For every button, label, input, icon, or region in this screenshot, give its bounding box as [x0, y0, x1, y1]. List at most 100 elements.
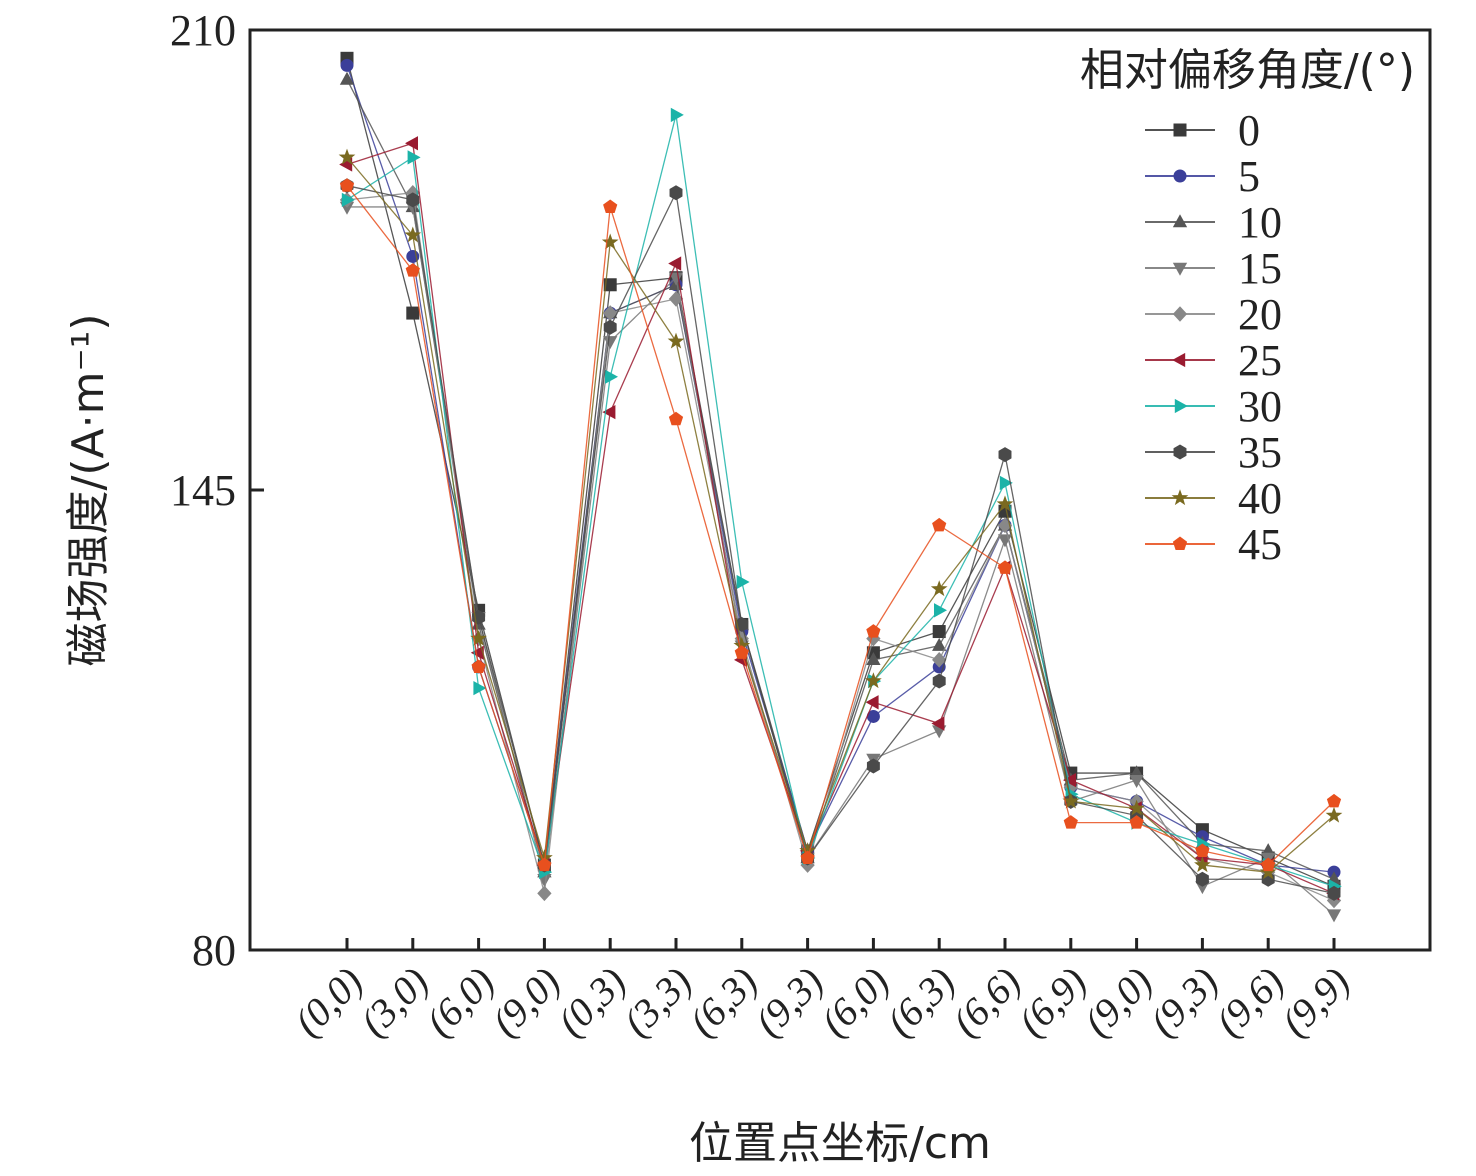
data-point — [1325, 806, 1343, 823]
data-point — [603, 278, 617, 292]
legend-item-30: 30 — [1145, 382, 1282, 431]
data-point — [1062, 792, 1080, 809]
legend-item-25: 25 — [1145, 336, 1282, 385]
data-point — [734, 645, 749, 659]
data-point — [1063, 815, 1078, 829]
data-point — [932, 652, 947, 668]
series-line — [346, 79, 1335, 880]
data-point — [668, 291, 684, 307]
data-point — [406, 306, 420, 320]
x-tick-label: (6,6) — [943, 959, 1029, 1045]
data-point — [668, 411, 684, 426]
data-point — [1129, 774, 1144, 788]
data-point — [1326, 909, 1342, 923]
data-point — [865, 672, 882, 689]
data-point — [339, 71, 355, 85]
legend-label: 35 — [1238, 428, 1282, 477]
legend-item-20: 20 — [1145, 290, 1282, 339]
x-tick-label: (9,3) — [746, 959, 832, 1045]
data-point — [405, 263, 420, 277]
legend-item-15: 15 — [1145, 244, 1282, 293]
x-tick-label: (6,3) — [878, 959, 964, 1045]
data-point — [932, 625, 946, 639]
data-point — [470, 629, 487, 646]
data-point — [668, 272, 684, 286]
data-point — [1327, 885, 1341, 901]
data-point — [931, 716, 945, 731]
data-point — [536, 849, 553, 866]
series-45 — [339, 178, 1342, 872]
series-layer — [338, 51, 1343, 923]
data-point — [407, 150, 421, 165]
legend-marker — [1172, 536, 1188, 551]
data-point — [866, 758, 880, 774]
data-point — [930, 580, 948, 597]
data-point — [406, 192, 420, 208]
data-point — [997, 560, 1013, 574]
series-20 — [339, 184, 1342, 909]
x-tick-label: (3,3) — [614, 959, 700, 1045]
data-point — [603, 319, 617, 335]
y-tick-label: 80 — [192, 926, 236, 975]
x-axis-ticks: (0,0)(3,0)(6,0)(9,0)(0,3)(3,3)(6,3)(9,3)… — [285, 938, 1358, 1045]
data-point — [601, 233, 619, 250]
data-point — [799, 842, 816, 859]
data-point — [339, 178, 355, 192]
legend-label: 5 — [1238, 152, 1260, 201]
legend-title: 相对偏移角度/(°) — [1080, 45, 1415, 96]
legend-marker — [1173, 169, 1187, 183]
data-point — [603, 336, 618, 350]
legend-marker — [1172, 214, 1188, 228]
data-point — [670, 107, 684, 123]
legend-label: 0 — [1238, 106, 1260, 155]
data-point — [736, 574, 750, 590]
data-point — [1129, 815, 1144, 829]
data-point — [667, 332, 685, 349]
legend-item-10: 10 — [1145, 198, 1282, 247]
data-point — [998, 447, 1012, 463]
legend-label: 30 — [1238, 382, 1282, 431]
data-point — [537, 885, 552, 902]
data-point — [1063, 773, 1076, 788]
legend-marker — [1173, 444, 1187, 460]
legend-marker — [1172, 352, 1186, 368]
data-point — [1194, 856, 1211, 873]
x-tick-label: (9,0) — [483, 959, 569, 1045]
data-point — [1128, 799, 1145, 816]
x-tick-label: (9,0) — [1075, 959, 1161, 1045]
x-tick-label: (9,3) — [1141, 959, 1227, 1045]
y-tick-label: 210 — [170, 6, 236, 55]
data-point — [603, 305, 618, 321]
legend-label: 45 — [1238, 520, 1282, 569]
data-point — [668, 256, 682, 271]
y-axis-ticks: 80 145 210 — [170, 6, 264, 975]
x-tick-label: (6,0) — [812, 959, 898, 1045]
series-line — [346, 114, 1335, 887]
legend-item-35: 35 — [1145, 428, 1282, 477]
data-point — [1261, 857, 1276, 872]
x-tick-label: (3,0) — [351, 959, 437, 1045]
legend-marker — [1172, 306, 1188, 322]
x-tick-label: (6,3) — [680, 959, 766, 1045]
data-point — [405, 136, 418, 151]
y-tick-label: 145 — [170, 466, 236, 515]
legend-marker — [1171, 489, 1189, 506]
data-point — [471, 659, 486, 673]
legend-label: 20 — [1238, 290, 1282, 339]
legend-item-0: 0 — [1145, 106, 1260, 155]
series-line — [346, 192, 1335, 902]
x-tick-label: (9,9) — [1272, 959, 1358, 1045]
x-tick-label: (9,6) — [1207, 959, 1293, 1045]
legend-item-40: 40 — [1145, 474, 1282, 523]
data-point — [340, 58, 354, 72]
data-point — [866, 709, 880, 723]
data-point — [932, 517, 947, 532]
data-point — [669, 185, 683, 201]
x-axis-title: 位置点坐标/cm — [689, 1118, 991, 1169]
data-point — [999, 475, 1013, 491]
x-tick-label: (6,0) — [417, 959, 503, 1045]
data-point — [996, 495, 1014, 512]
series-15 — [339, 201, 1342, 923]
